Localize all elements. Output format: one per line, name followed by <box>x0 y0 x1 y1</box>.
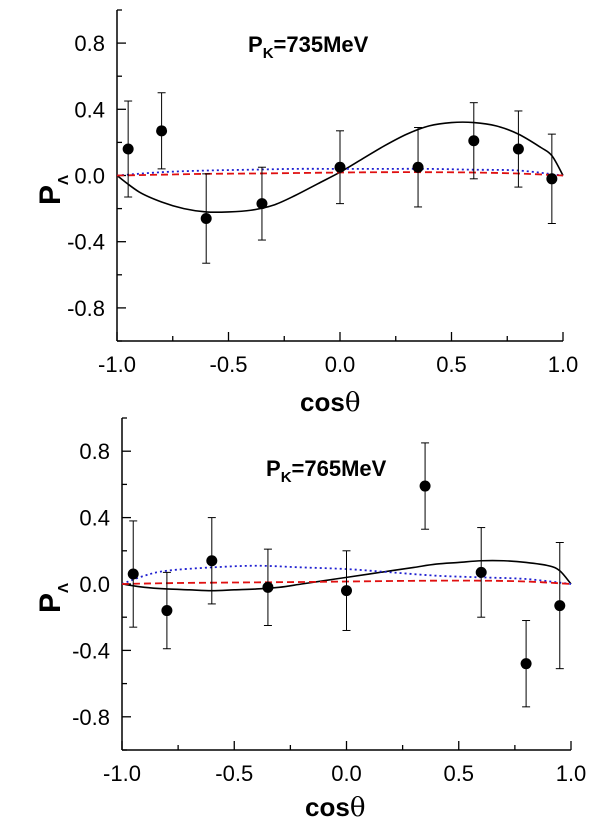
data-point <box>262 581 274 593</box>
data-point <box>546 173 558 185</box>
data-point <box>127 568 139 580</box>
data-point <box>256 198 268 210</box>
x-tick-label: 0.5 <box>436 352 467 377</box>
data-point <box>156 125 168 137</box>
data-point <box>475 566 487 578</box>
y-tick-label: 0.4 <box>74 97 105 122</box>
data-point <box>206 555 218 567</box>
y-tick-label: 0.0 <box>74 164 105 189</box>
panel-title-top: PK=735MeV <box>248 32 369 62</box>
data-point <box>554 600 566 612</box>
y-tick-label: 0.4 <box>79 506 110 531</box>
y-tick-label: -0.8 <box>72 705 110 730</box>
curve-solid <box>116 121 564 214</box>
curve-solid <box>121 559 572 592</box>
y-tick-label: 0.0 <box>79 572 110 597</box>
plot-area-top: 0.8 0.4 0.0 -0.4 -0.8 -1.0 -0.5 0.0 0.5 1.0 <box>67 9 579 377</box>
data-point <box>341 585 352 597</box>
panel-bottom: PK=765MeV cosθ PΛ <box>34 456 387 823</box>
x-tick-label: 0.0 <box>325 352 356 377</box>
x-tick-label: -1.0 <box>98 352 136 377</box>
data-point <box>334 161 346 173</box>
y-tick-label: 0.8 <box>74 31 105 56</box>
data-point <box>512 143 524 155</box>
data-point <box>412 161 424 173</box>
x-tick-label: -0.5 <box>210 352 248 377</box>
curve-dotted <box>116 167 564 177</box>
x-tick-label: 1.0 <box>548 352 579 377</box>
y-tick-label: -0.8 <box>67 296 105 321</box>
data-point <box>122 143 134 155</box>
plot-area-bottom: 0.8 0.4 0.0 -0.4 -0.8 -1.0 -0.5 0.0 0.5 1.0 <box>72 417 587 786</box>
x-axis-title-bottom: cosθ <box>305 792 365 823</box>
data-point <box>200 213 212 225</box>
panel-title-bottom: PK=765MeV <box>266 456 387 486</box>
y-tick-label: 0.8 <box>79 439 110 464</box>
x-tick-label: 0.5 <box>443 761 474 786</box>
data-point <box>419 480 431 492</box>
y-axis-title-top: PΛ <box>34 175 72 205</box>
data-point <box>520 658 532 670</box>
panel-top: PK=735MeV cosθ PΛ <box>34 32 369 418</box>
x-tick-label: -1.0 <box>103 761 141 786</box>
curve-dotted <box>121 564 572 585</box>
y-tick-label: -0.4 <box>67 230 105 255</box>
y-axis-title-bottom: PΛ <box>34 583 72 613</box>
data-point <box>161 605 173 617</box>
x-tick-label: 0.0 <box>331 761 362 786</box>
x-tick-label: -0.5 <box>215 761 253 786</box>
x-axis-title-top: cosθ <box>300 387 360 418</box>
data-point <box>468 135 480 147</box>
x-tick-label: 1.0 <box>556 761 587 786</box>
y-tick-label: -0.4 <box>72 638 110 663</box>
